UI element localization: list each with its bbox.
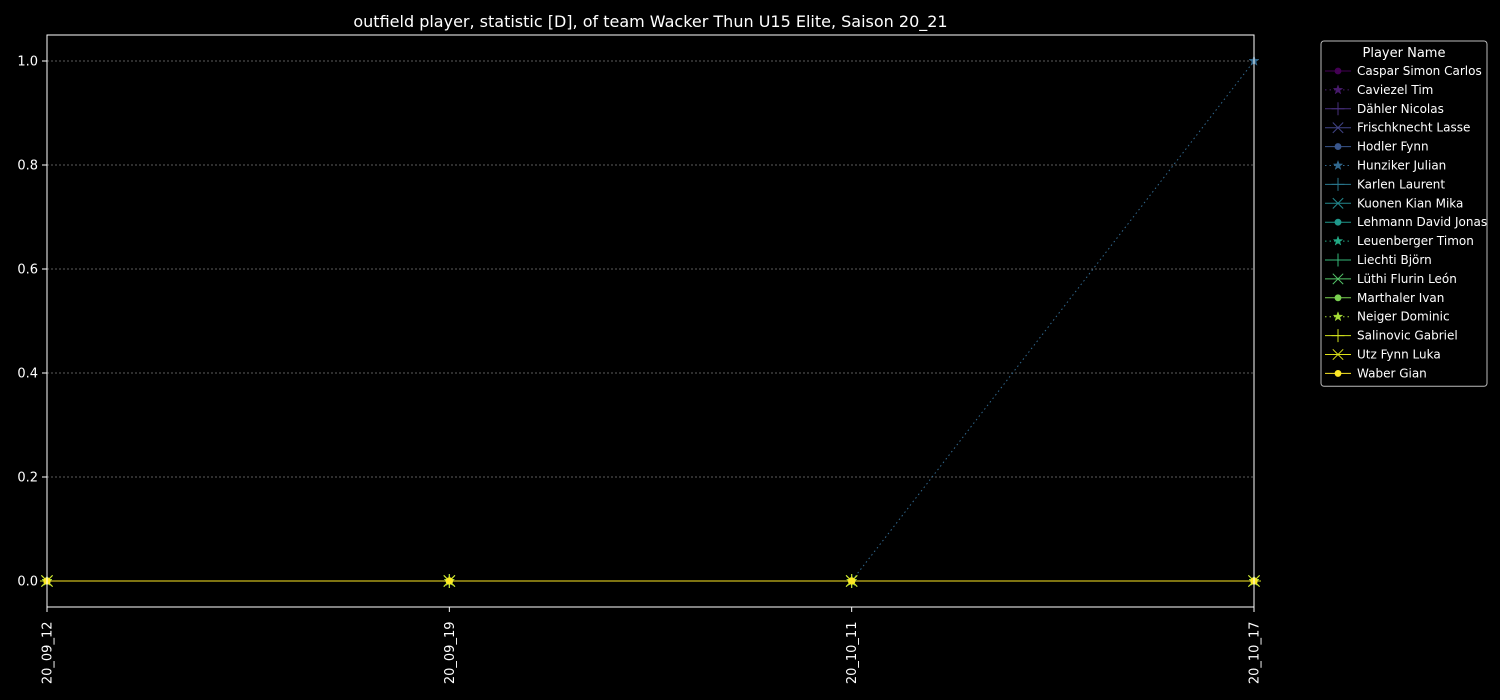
legend-marker: [1332, 84, 1344, 95]
y-tick-label: 0.2: [17, 471, 38, 486]
legend-label: Waber Gian: [1357, 366, 1427, 380]
legend-label: Utz Fynn Luka: [1357, 348, 1441, 362]
legend-marker: [1332, 273, 1344, 285]
legend-marker: [1332, 159, 1344, 171]
legend-label: Lüthi Flurin León: [1357, 272, 1457, 286]
legend-marker: [1331, 253, 1345, 267]
y-tick-label: 1.0: [17, 55, 38, 70]
legend-marker: [1332, 197, 1344, 209]
y-tick-label: 0.8: [17, 159, 38, 174]
data-point: [445, 577, 453, 585]
y-tick-label: 0.6: [17, 263, 38, 278]
legend-label: Kuonen Kian Mika: [1357, 196, 1463, 210]
x-tick-label: 20_10_11: [845, 622, 860, 685]
legend-label: Hodler Fynn: [1357, 140, 1429, 154]
legend-label: Liechti Björn: [1357, 253, 1432, 267]
legend-label: Neiger Dominic: [1357, 310, 1450, 324]
legend-marker: [1331, 102, 1345, 116]
legend-marker: [1334, 67, 1342, 75]
legend-marker: [1332, 235, 1344, 246]
legend-marker: [1334, 143, 1342, 151]
x-tick-label: 20_09_12: [41, 622, 56, 685]
legend-label: Caviezel Tim: [1357, 83, 1433, 97]
legend-marker: [1331, 177, 1345, 191]
legend-label: Hunziker Julian: [1357, 159, 1446, 173]
legend-label: Salinovic Gabriel: [1357, 329, 1458, 343]
x-tick-label: 20_10_17: [1248, 622, 1263, 685]
legend-label: Frischknecht Lasse: [1357, 121, 1470, 135]
legend-box: [1320, 40, 1488, 387]
legend-title: Player Name: [1363, 46, 1446, 61]
legend-label: Marthaler Ivan: [1357, 291, 1444, 305]
legend-label: Lehmann David Jonas: [1357, 215, 1487, 229]
legend-marker: [1332, 122, 1344, 134]
legend-label: Leuenberger Timon: [1357, 234, 1474, 248]
legend-marker: [1332, 311, 1344, 322]
legend-label: Caspar Simon Carlos: [1357, 64, 1482, 78]
chart-title: outfield player, statistic [D], of team …: [353, 12, 947, 32]
legend-label: Karlen Laurent: [1357, 177, 1445, 191]
legend-label: Dähler Nicolas: [1357, 102, 1444, 116]
legend-marker: [1334, 218, 1342, 226]
x-tick-label: 20_09_19: [443, 622, 458, 685]
series-line: [47, 60, 1255, 582]
legend-marker: [1334, 294, 1342, 302]
y-tick-label: 0.4: [17, 367, 38, 382]
legend-marker: [1332, 348, 1344, 361]
legend-marker: [1331, 329, 1345, 343]
y-tick-label: 0.0: [17, 575, 38, 590]
plot-frame: [46, 34, 1255, 608]
data-point: [848, 577, 856, 585]
legend-marker: [1334, 369, 1342, 377]
